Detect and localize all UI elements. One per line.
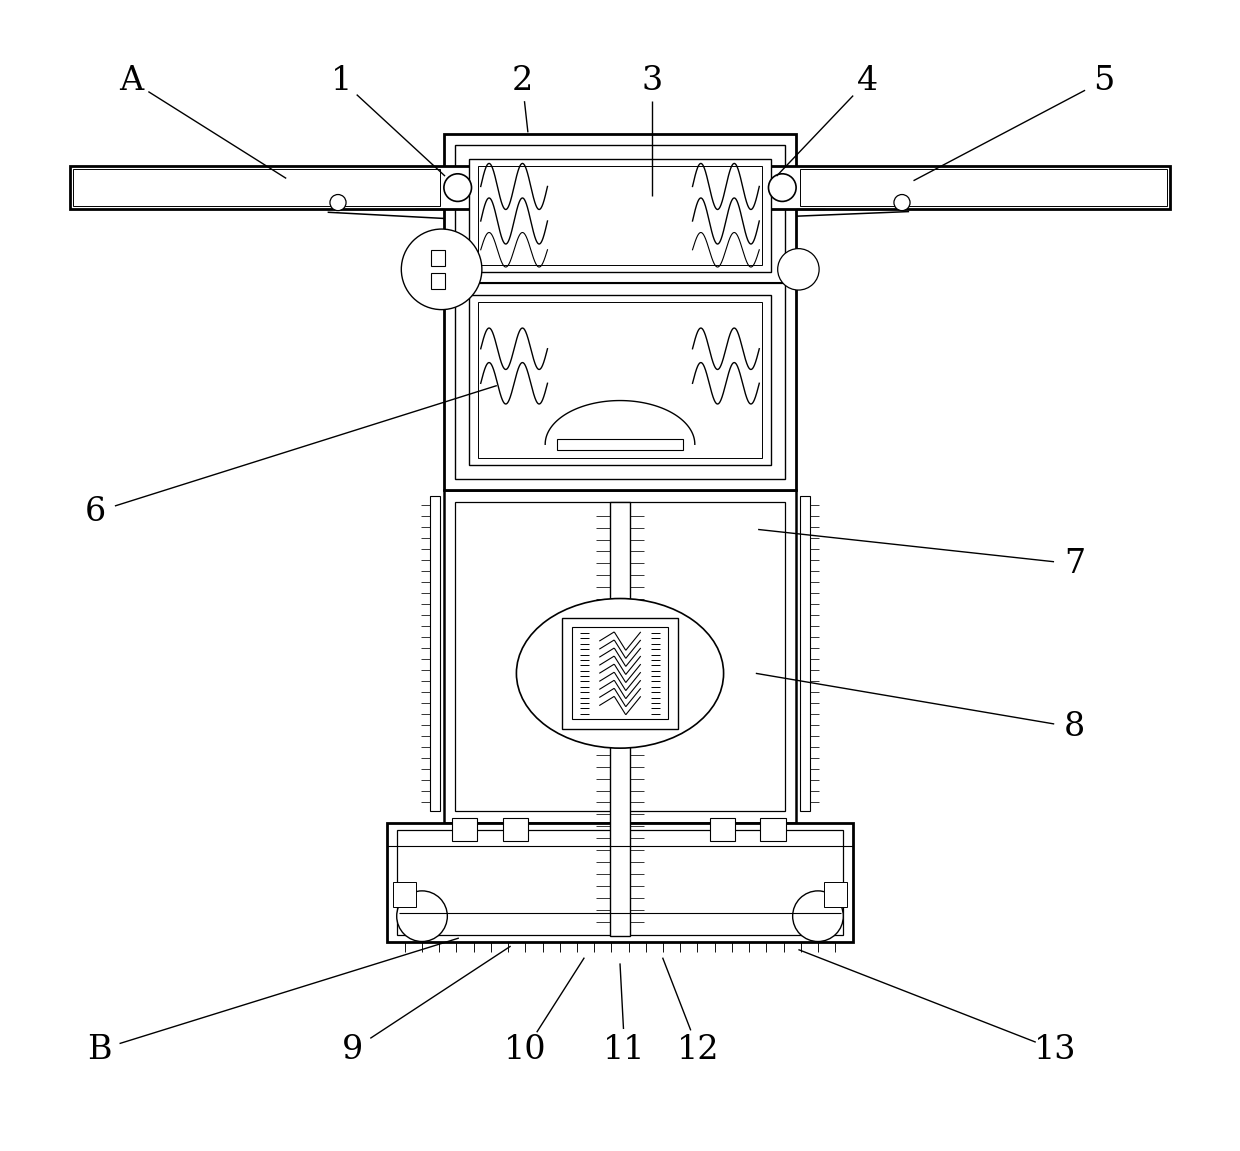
Bar xyxy=(451,818,477,841)
Text: 1: 1 xyxy=(331,64,352,97)
Bar xyxy=(397,830,843,935)
Text: A: A xyxy=(119,64,143,97)
Bar xyxy=(69,166,1171,209)
Bar xyxy=(502,818,528,841)
Text: 8: 8 xyxy=(1064,711,1085,744)
Circle shape xyxy=(769,174,796,201)
Circle shape xyxy=(330,195,346,211)
Circle shape xyxy=(402,229,482,310)
Text: 13: 13 xyxy=(1034,1034,1076,1066)
Text: 4: 4 xyxy=(857,64,878,97)
Text: 6: 6 xyxy=(84,496,105,528)
Bar xyxy=(393,882,417,907)
Bar xyxy=(800,169,1167,206)
Bar xyxy=(469,295,771,465)
Bar xyxy=(479,166,761,265)
Bar xyxy=(479,302,761,458)
Bar xyxy=(709,818,735,841)
Bar xyxy=(432,273,445,289)
Text: 11: 11 xyxy=(604,1034,646,1066)
Ellipse shape xyxy=(516,599,724,748)
Bar xyxy=(455,502,785,811)
Circle shape xyxy=(777,249,820,290)
Text: B: B xyxy=(88,1034,112,1066)
Bar xyxy=(455,145,785,479)
Bar xyxy=(800,496,810,811)
Bar xyxy=(444,490,796,823)
Text: 5: 5 xyxy=(1092,64,1114,97)
Circle shape xyxy=(397,891,448,942)
Text: 10: 10 xyxy=(505,1034,547,1066)
Circle shape xyxy=(894,195,910,211)
Circle shape xyxy=(444,174,471,201)
Text: 3: 3 xyxy=(641,64,663,97)
Bar xyxy=(572,627,668,719)
Bar xyxy=(823,882,847,907)
Polygon shape xyxy=(546,401,694,444)
Bar xyxy=(73,169,440,206)
Bar xyxy=(610,502,630,936)
Text: 12: 12 xyxy=(677,1034,719,1066)
Bar xyxy=(432,250,445,266)
Bar xyxy=(430,496,440,811)
Bar xyxy=(563,618,677,729)
Text: 9: 9 xyxy=(342,1034,363,1066)
Bar xyxy=(387,823,853,942)
Text: 7: 7 xyxy=(1064,548,1085,580)
Bar xyxy=(444,134,796,490)
Bar xyxy=(760,818,786,841)
Text: 2: 2 xyxy=(512,64,533,97)
Circle shape xyxy=(792,891,843,942)
Bar xyxy=(557,439,683,450)
Bar xyxy=(469,159,771,272)
